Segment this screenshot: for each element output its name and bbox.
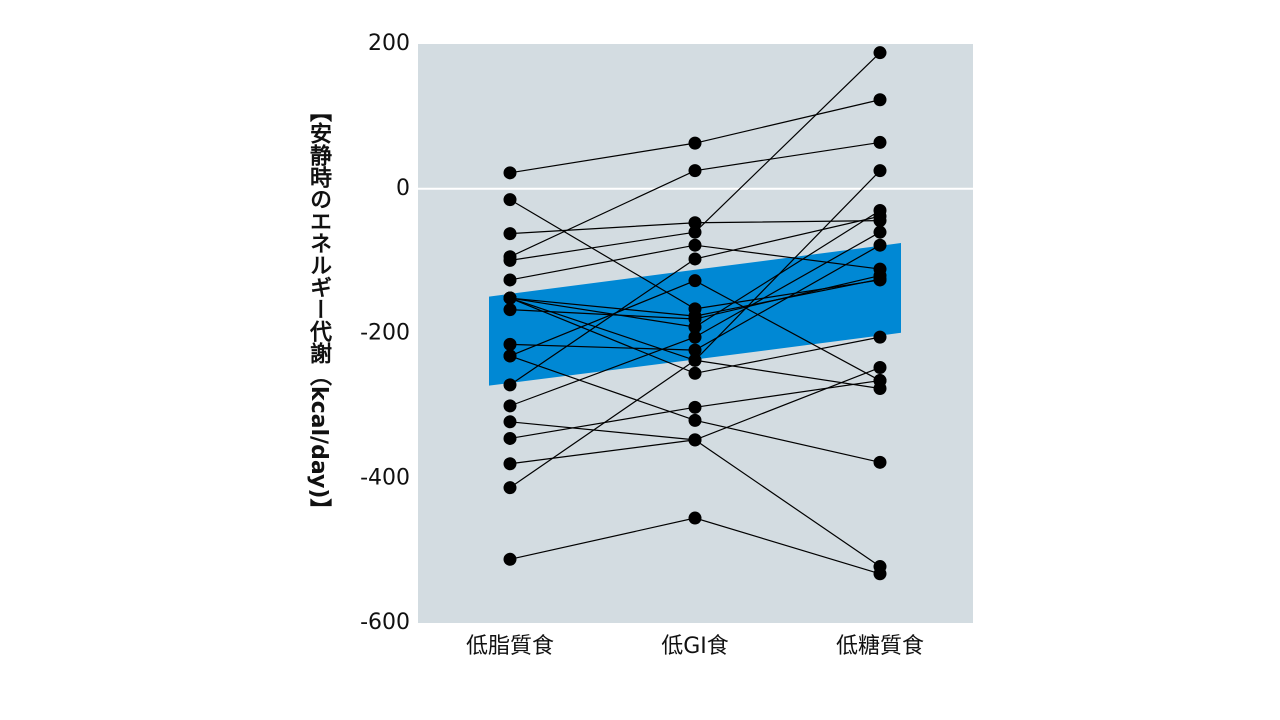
data-point [503,303,517,317]
x-tick-label: 低脂質食 [466,634,554,659]
data-point [688,353,702,367]
y-tick-label: 200 [368,31,410,56]
data-point [873,225,887,239]
data-point [873,374,887,388]
data-point [688,366,702,380]
x-tick-label: 低糖質食 [836,634,924,659]
data-point [688,252,702,266]
x-tick-label: 低GI食 [661,634,729,659]
data-point [688,225,702,239]
data-point [503,166,517,180]
y-tick-label: 0 [396,176,410,201]
y-tick-label: -400 [360,465,410,490]
data-point [873,361,887,375]
data-point [503,378,517,392]
data-point [688,413,702,427]
data-point [873,455,887,469]
data-point [873,164,887,178]
y-tick-label: -600 [360,610,410,635]
data-point [503,415,517,429]
data-point [873,46,887,60]
data-point [688,312,702,326]
y-tick-label: -200 [360,321,410,346]
data-point [688,216,702,230]
data-point [503,227,517,241]
data-point [688,164,702,178]
data-point [873,269,887,283]
data-point [873,93,887,107]
data-point [688,343,702,357]
data-point [503,337,517,351]
data-point [688,238,702,252]
data-point [503,431,517,445]
data-point [503,291,517,305]
data-point [503,349,517,363]
data-point [688,511,702,525]
data-point [503,481,517,495]
y-axis-label: 【安静時のエネルギー代謝（kcal/day)】 [306,100,331,521]
data-point [873,330,887,344]
data-point [688,433,702,447]
data-point [688,274,702,288]
data-point [688,400,702,414]
data-point [503,193,517,207]
data-point [688,330,702,344]
data-point [503,552,517,566]
data-point [688,136,702,150]
data-point [503,253,517,267]
data-point [503,399,517,413]
data-point [503,273,517,287]
data-point [503,457,517,471]
data-point [873,567,887,581]
data-point [873,209,887,223]
data-point [873,238,887,252]
data-point [873,135,887,149]
